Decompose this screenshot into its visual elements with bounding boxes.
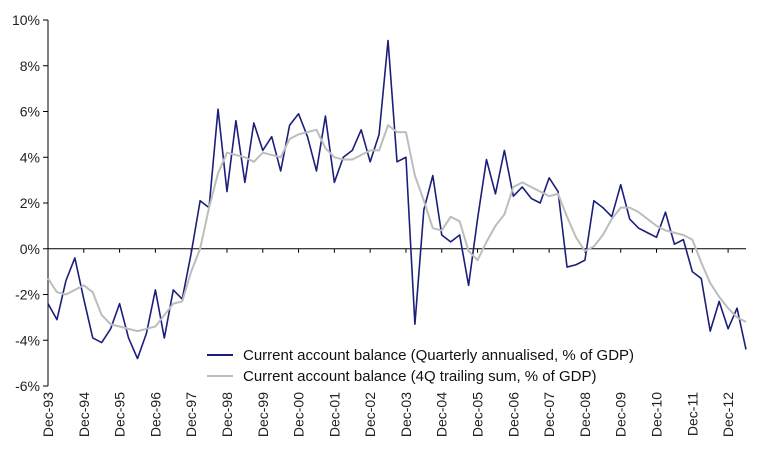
x-tick-label: Dec-04	[434, 392, 450, 437]
x-tick-label: Dec-93	[40, 392, 56, 437]
x-tick-label: Dec-96	[147, 392, 163, 437]
series-quarterly-line	[47, 39, 747, 360]
x-tick-label: Dec-11	[684, 392, 700, 436]
y-tick-label: 4%	[20, 149, 40, 165]
x-tick-label: Dec-99	[255, 392, 271, 437]
series-trailing-line	[47, 124, 747, 333]
x-tick-label: Dec-12	[720, 392, 736, 437]
y-tick-label: 6%	[20, 104, 40, 120]
x-tick-label: Dec-94	[76, 392, 92, 437]
y-tick-label: 8%	[20, 58, 40, 74]
y-tick-label: 2%	[20, 195, 40, 211]
x-tick-label: Dec-00	[291, 392, 307, 437]
x-tick-label: Dec-07	[541, 392, 557, 437]
x-tick-label: Dec-09	[613, 392, 629, 437]
y-ticks: -6% -4% -2% 0% 2% 4% 6% 8% 10%	[12, 12, 48, 394]
x-tick-label: Dec-10	[649, 392, 665, 437]
y-tick-label: -6%	[15, 378, 40, 394]
y-tick-label: -4%	[15, 332, 40, 348]
x-tick-label: Dec-95	[112, 392, 128, 437]
x-tick-label: Dec-98	[219, 392, 235, 437]
y-tick-label: -2%	[15, 287, 40, 303]
legend-label-quarterly: Current account balance (Quarterly annua…	[243, 347, 634, 364]
y-tick-label: 0%	[20, 241, 40, 257]
y-tick-label: 10%	[12, 12, 40, 28]
x-tick-label: Dec-02	[362, 392, 378, 437]
x-ticks: Dec-93 Dec-94 Dec-95 Dec-96 Dec-97 Dec-98 Dec-…	[40, 248, 736, 437]
x-tick-label: Dec-03	[398, 392, 414, 437]
legend-label-trailing: Current account balance (4Q trailing sum…	[243, 368, 596, 385]
legend: Current account balance (Quarterly annua…	[207, 347, 634, 385]
x-tick-label: Dec-01	[326, 392, 342, 437]
x-tick-label: Dec-05	[470, 392, 486, 437]
x-tick-label: Dec-97	[183, 392, 199, 437]
x-tick-label: Dec-06	[505, 392, 521, 437]
x-tick-label: Dec-08	[577, 392, 593, 437]
